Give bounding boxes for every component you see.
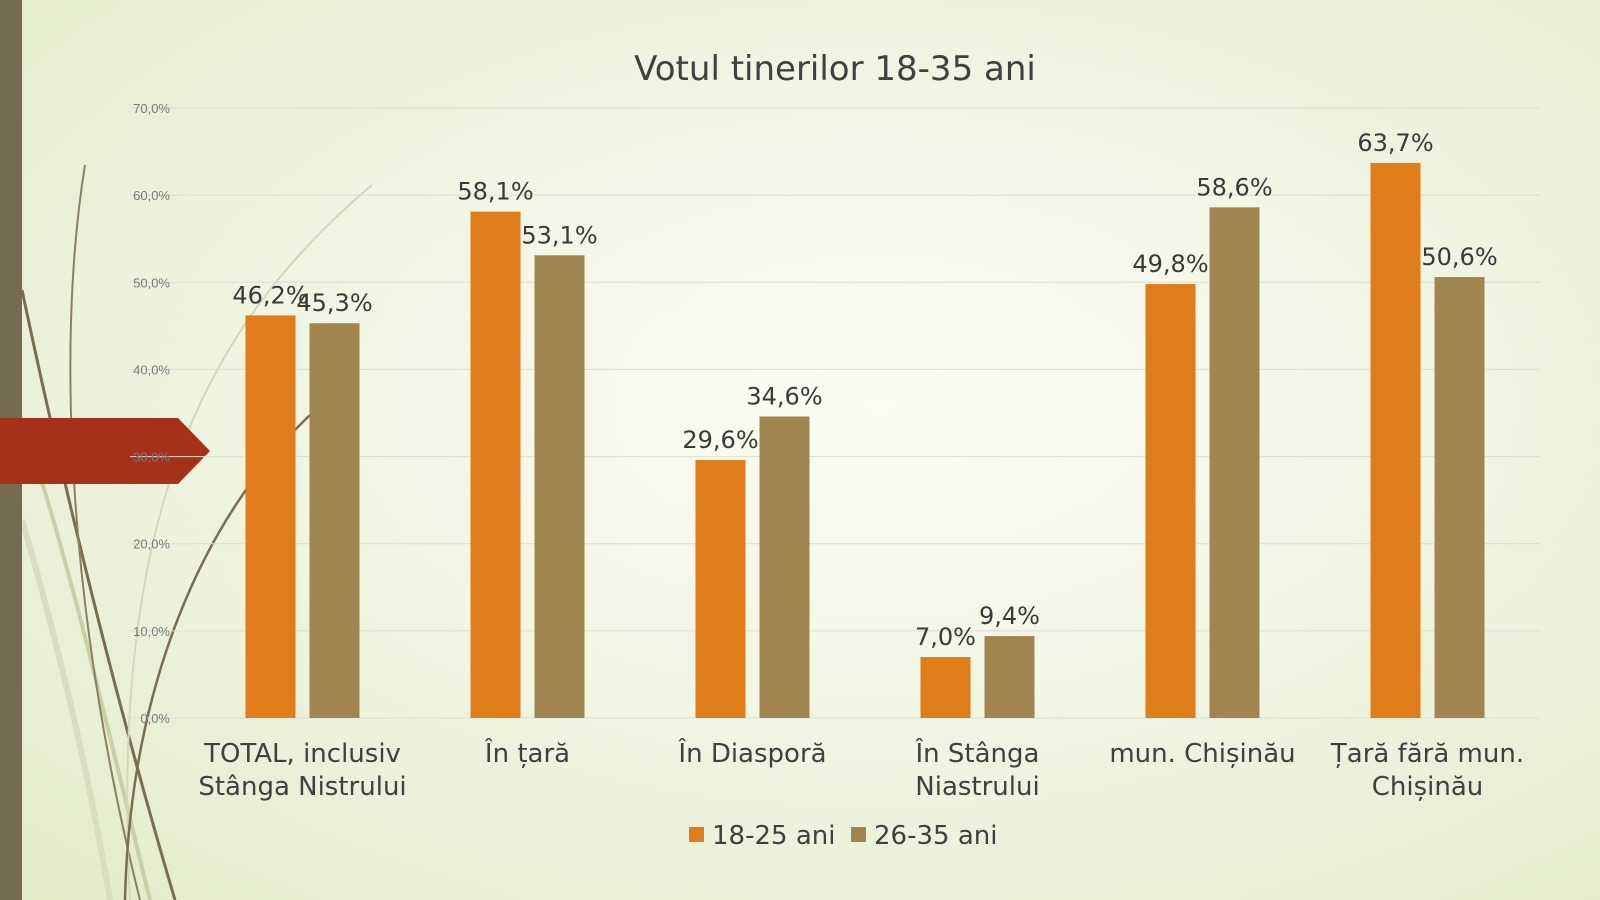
bar-series-2 bbox=[984, 636, 1035, 718]
legend-label-series-2: 26-35 ani bbox=[874, 821, 997, 851]
category-label: În țară bbox=[484, 737, 570, 769]
chart-title: Votul tinerilor 18-35 ani bbox=[634, 49, 1036, 89]
chart-bars bbox=[245, 162, 1485, 719]
chart-gridlines bbox=[130, 107, 1540, 719]
y-tick-label: 30,0% bbox=[133, 450, 170, 465]
decor-curve-6 bbox=[19, 519, 113, 900]
bar-series-1 bbox=[1145, 284, 1196, 718]
bar-series-1 bbox=[920, 657, 971, 718]
category-label: În Stânga bbox=[915, 737, 1040, 769]
data-label-series-1: 49,8% bbox=[1132, 250, 1208, 278]
bar-series-1 bbox=[470, 211, 521, 718]
data-label-series-2: 9,4% bbox=[979, 602, 1040, 630]
bar-series-1 bbox=[695, 460, 746, 718]
data-label-series-1: 7,0% bbox=[915, 623, 976, 651]
category-label: Țară fără mun. bbox=[1330, 739, 1524, 769]
data-label-series-2: 50,6% bbox=[1421, 243, 1497, 271]
legend-label-series-1: 18-25 ani bbox=[712, 821, 835, 851]
decor-curve-1 bbox=[20, 289, 177, 900]
bar-series-2 bbox=[1434, 277, 1485, 718]
slide-decoration bbox=[0, 0, 373, 900]
y-tick-label: 40,0% bbox=[133, 362, 170, 377]
decor-curve-3 bbox=[69, 164, 141, 900]
data-label-series-2: 45,3% bbox=[296, 289, 372, 317]
data-label-series-2: 53,1% bbox=[521, 221, 597, 249]
y-tick-label: 60,0% bbox=[133, 188, 170, 203]
y-tick-label: 20,0% bbox=[133, 537, 170, 552]
category-label: În Diasporă bbox=[677, 737, 826, 769]
data-label-series-2: 34,6% bbox=[746, 382, 822, 410]
category-label: mun. Chișinău bbox=[1109, 739, 1295, 769]
y-tick-label: 50,0% bbox=[133, 275, 170, 290]
decor-curve-2 bbox=[20, 419, 152, 900]
data-labels: 46,2%45,3% 58,1% 53,1% 29,6% 34,6% 7,0%9,4% 49… bbox=[232, 129, 1497, 651]
legend-swatch-series-1 bbox=[689, 827, 704, 842]
bar-series-2 bbox=[309, 323, 360, 718]
category-label: Niastrului bbox=[915, 772, 1039, 802]
bar-series-2 bbox=[534, 255, 585, 718]
category-label: Stânga Nistrului bbox=[198, 772, 406, 802]
bar-series-2 bbox=[1209, 207, 1260, 719]
y-tick-label: 70,0% bbox=[133, 101, 170, 116]
bar-series-1 bbox=[1370, 162, 1421, 718]
bar-series-2 bbox=[759, 416, 810, 718]
y-tick-label: 0,0% bbox=[140, 711, 170, 726]
y-tick-label: 10,0% bbox=[133, 624, 170, 639]
y-axis-ticks: 0,0% 10,0% 20,0% 30,0% 40,0% 50,0% 60,0% 70,0% bbox=[133, 101, 170, 726]
category-label: TOTAL, inclusiv bbox=[203, 739, 401, 769]
data-label-series-1: 63,7% bbox=[1357, 129, 1433, 157]
data-label-series-1: 29,6% bbox=[682, 426, 758, 454]
data-label-series-1: 46,2% bbox=[232, 281, 308, 309]
arrow-marker bbox=[0, 418, 210, 484]
category-label: Chișinău bbox=[1372, 772, 1484, 802]
data-label-series-2: 58,6% bbox=[1196, 173, 1272, 201]
legend: 18-25 ani 26-35 ani bbox=[689, 821, 997, 851]
legend-swatch-series-2 bbox=[851, 827, 866, 842]
data-label-series-1: 58,1% bbox=[457, 178, 533, 206]
bar-series-1 bbox=[245, 315, 296, 718]
